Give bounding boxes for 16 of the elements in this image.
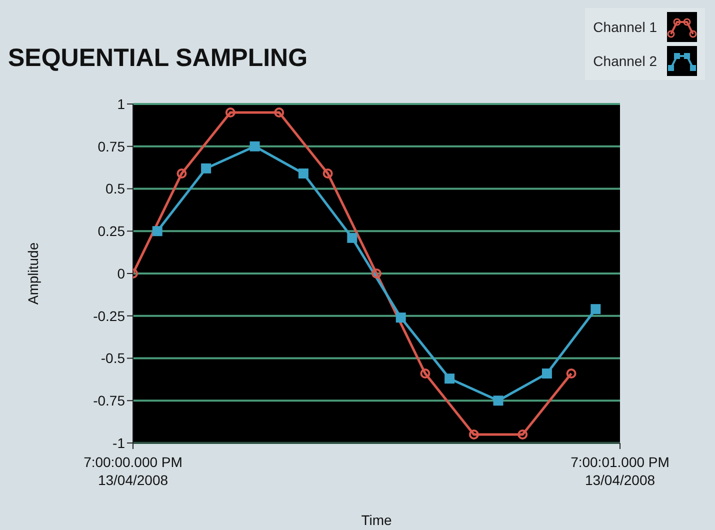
y-axis-title: Amplitude — [24, 242, 41, 305]
x-tick-label: 7:00:01.000 PM 13/04/2008 — [570, 454, 670, 488]
legend-label: Channel 2 — [593, 53, 657, 69]
legend-label: Channel 1 — [593, 19, 657, 35]
y-tick-label: -1 — [112, 434, 126, 451]
y-tick-label: -0.5 — [100, 350, 126, 366]
y-tick-label: 0.25 — [98, 223, 126, 240]
y-tick-label: 0.75 — [98, 138, 126, 154]
y-tick-label: 0 — [117, 265, 126, 282]
x-tick-label: 7:00:00.000 PM 13/04/2008 — [84, 454, 182, 488]
y-tick-label: -0.25 — [93, 308, 126, 324]
chart-title: SEQUENTIAL SAMPLING — [8, 44, 308, 73]
y-tick-label: -0.75 — [93, 392, 126, 409]
y-tick-label: 0.5 — [106, 180, 126, 197]
y-tick-label: 1 — [117, 96, 126, 112]
x-axis-title: Time — [361, 512, 392, 528]
